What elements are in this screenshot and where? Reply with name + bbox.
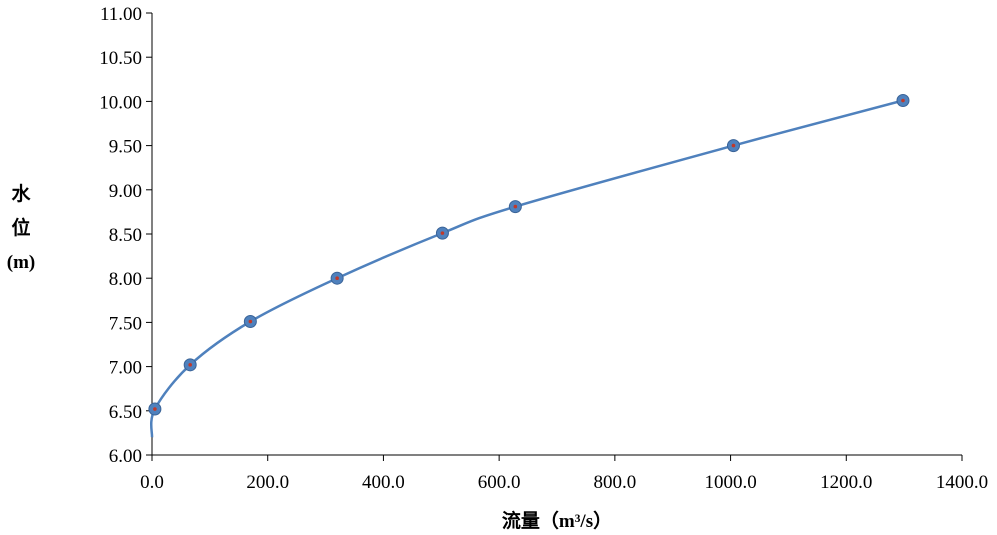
x-tick-label: 400.0: [362, 472, 405, 493]
data-point-center: [440, 231, 445, 235]
y-axis-label-unit: (m): [7, 252, 35, 273]
x-tick-label: 1000.0: [704, 472, 756, 493]
x-tick-label: 800.0: [593, 472, 636, 493]
data-point-center: [153, 407, 157, 411]
x-tick-label: 1400.0: [936, 472, 988, 493]
y-tick-label: 11.00: [100, 4, 142, 25]
y-axis-label-char-1: 水: [11, 183, 31, 205]
x-axis-label-text: 流量: [502, 509, 540, 532]
data-point-center: [513, 204, 518, 209]
data-point-center: [248, 319, 253, 324]
tick-labels: 6.00 6.50 7.00 7.50 8.00 8.50 9.00 9.50 10.00 10.…: [99, 4, 988, 493]
data-point-center: [188, 363, 192, 367]
series-group: [148, 94, 910, 438]
y-tick-label: 9.00: [109, 181, 142, 202]
y-tick-label: 7.50: [109, 313, 142, 334]
y-tick-label: 10.00: [99, 92, 142, 113]
x-axis-label: 流量（m³/s）: [502, 509, 612, 532]
y-tick-label: 6.00: [109, 446, 142, 467]
y-tick-label: 6.50: [109, 402, 142, 423]
y-tick-label: 8.50: [109, 225, 142, 246]
x-tick-label: 200.0: [246, 472, 289, 493]
y-tick-label: 7.00: [109, 358, 142, 379]
data-point-center: [901, 98, 905, 103]
x-tick-label: 600.0: [478, 472, 521, 493]
y-tick-label: 10.50: [99, 48, 142, 69]
x-tick-label: 1200.0: [820, 472, 872, 493]
axes: [146, 12, 963, 461]
y-axis-label-char-2: 位: [11, 216, 30, 239]
y-tick-label: 9.50: [109, 137, 142, 158]
x-tick-label: 0.0: [140, 472, 164, 493]
x-axis-label-unit: （m³/s）: [540, 509, 612, 532]
y-tick-label: 8.00: [109, 269, 142, 290]
series-line: [149, 99, 904, 438]
data-point-center: [731, 143, 736, 148]
data-point-center: [335, 276, 339, 281]
